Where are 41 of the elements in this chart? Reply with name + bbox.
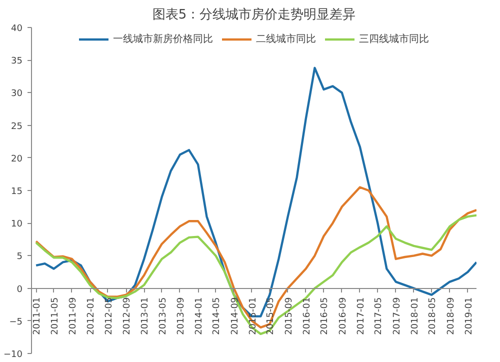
x-tick-label: 2013-05 [158, 297, 168, 335]
x-tick-label: 2015-01 [248, 297, 258, 335]
x-tick-label: 2015-05 [266, 297, 276, 335]
line-series [34, 214, 476, 336]
x-tick-label: 2012-01 [86, 297, 97, 335]
x-tick-label: 2016-09 [338, 297, 348, 335]
x-tick-label: 2014-09 [230, 297, 240, 335]
y-tick-label: 35 [11, 56, 22, 67]
y-tick-label: 20 [11, 154, 23, 164]
y-tick-label: 15 [11, 187, 22, 197]
x-tick-label: 2013-01 [140, 297, 151, 335]
x-tick-label: 2014-01 [194, 297, 205, 335]
x-tick-label: 2018-01 [410, 297, 420, 335]
x-tick-label: 2011-05 [50, 297, 60, 335]
x-tick-label: 2015-09 [284, 297, 294, 335]
x-tick-label: 2017-09 [392, 297, 402, 335]
y-tick-label: 40 [11, 24, 23, 34]
x-tick-label: 2012-09 [122, 297, 133, 335]
x-tick-label: 2018-09 [446, 297, 456, 335]
x-tick-label: 2013-09 [176, 297, 186, 335]
x-tick-label: 2017-05 [374, 297, 384, 335]
x-tick-label: 2012-05 [104, 297, 114, 335]
x-tick-label: 2019-01 [464, 297, 474, 335]
y-tick-label: 25 [11, 122, 22, 132]
x-tick-label: 2011-09 [68, 297, 78, 335]
x-tick-label: 2016-05 [320, 297, 330, 335]
y-tick-label: 5 [16, 252, 23, 262]
x-tick-label: 2018-05 [428, 297, 438, 335]
legend-label: 一线城市新房价格同比 [113, 32, 213, 46]
y-tick-label: −5 [9, 317, 23, 328]
x-tick-label: 2017-01 [356, 297, 366, 335]
chart-title: 图表5：分线城市房价走势明显差异 [152, 6, 356, 22]
legend-label: 二线城市同比 [256, 32, 316, 46]
x-tick-label: 2011-01 [32, 297, 43, 335]
x-tick-label: 2014-05 [212, 297, 222, 335]
y-tick-label: −10 [4, 350, 23, 360]
legend-label: 三四线城市同比 [359, 32, 429, 46]
y-tick-label: 0 [16, 284, 23, 295]
x-tick-label: 2016-01 [302, 297, 312, 335]
y-tick-label: 10 [11, 220, 23, 230]
y-tick-label: 30 [11, 89, 23, 100]
